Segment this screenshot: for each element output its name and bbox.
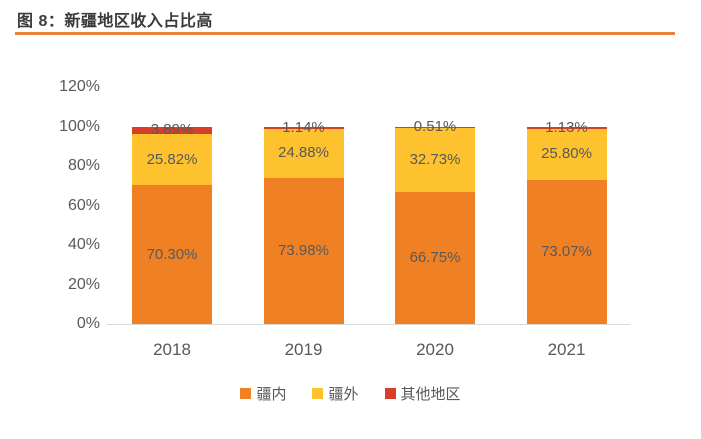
bar-2020-value-label-xinjiang-outside: 32.73% xyxy=(409,150,461,168)
legend-label-xinjiang-inside: 疆内 xyxy=(256,385,287,403)
bar-2018-value-label-other-regions: 3.89% xyxy=(150,121,194,139)
bar-2019-value-label-other-regions: 1.14% xyxy=(282,118,325,136)
bar-2019-value-label-xinjiang-outside: 24.88% xyxy=(278,144,329,162)
chart-legend: 疆内 疆外 其他地区 xyxy=(0,383,701,403)
bar-2018-value-label-xinjiang-inside: 70.30% xyxy=(146,245,198,263)
y-axis-tick-label: 120% xyxy=(59,78,100,96)
bar-2019-segment-other-regions xyxy=(263,126,344,129)
bar-2018-segment-other-regions xyxy=(132,126,212,135)
y-axis-tick-label: 0% xyxy=(76,315,100,332)
bar-2020-segment-other-regions xyxy=(395,126,475,128)
bar-2020-segment-xinjiang-inside xyxy=(395,192,475,324)
bar-2021-segment-xinjiang-outside xyxy=(526,128,607,180)
x-axis-label-2018: 2018 xyxy=(153,340,191,359)
bar-2019-segment-xinjiang-inside xyxy=(263,178,344,324)
figure-title: 图 8：新疆地区收入占比高 xyxy=(17,13,213,30)
legend-item-xinjiang-inside: 疆内 xyxy=(240,383,286,404)
legend-swatch-xinjiang-inside xyxy=(240,387,252,399)
bar-2020-value-label-xinjiang-inside: 66.75% xyxy=(409,249,461,267)
bar-2020-segment-xinjiang-outside xyxy=(395,127,475,193)
bar-2018-segment-xinjiang-inside xyxy=(132,185,212,324)
x-axis-label-2019: 2019 xyxy=(284,340,323,359)
legend-swatch-xinjiang-outside xyxy=(312,387,324,399)
bar-2020-value-label-other-regions: 0.51% xyxy=(413,118,457,136)
bar-2021-value-label-xinjiang-outside: 25.80% xyxy=(541,145,592,163)
bar-2018-value-label-xinjiang-outside: 25.82% xyxy=(146,150,198,168)
y-axis-tick-label: 40% xyxy=(67,236,100,254)
bar-2021-value-label-other-regions: 1.13% xyxy=(545,118,588,136)
bar-2018-segment-xinjiang-outside xyxy=(132,134,212,186)
x-axis-line xyxy=(107,324,630,325)
y-axis-tick-label: 20% xyxy=(67,275,100,293)
legend-label-xinjiang-outside: 疆外 xyxy=(328,385,359,403)
x-axis-label-2021: 2021 xyxy=(547,340,586,359)
y-axis-tick-label: 100% xyxy=(59,117,100,135)
bar-2021-value-label-xinjiang-inside: 73.07% xyxy=(541,242,592,260)
legend-label-other-regions: 其他地区 xyxy=(400,385,461,403)
bar-2021-segment-xinjiang-inside xyxy=(526,179,607,324)
bar-2019-segment-xinjiang-outside xyxy=(263,128,344,178)
x-axis-label-2020: 2020 xyxy=(416,340,454,359)
title-underline-rule xyxy=(15,32,675,35)
bar-2019-value-label-xinjiang-inside: 73.98% xyxy=(278,242,329,259)
legend-item-xinjiang-outside: 疆外 xyxy=(312,383,359,404)
bar-2021-segment-other-regions xyxy=(526,126,607,129)
legend-item-other-regions: 其他地区 xyxy=(384,383,461,404)
legend-swatch-other-regions xyxy=(384,387,396,399)
y-axis-tick-label: 60% xyxy=(67,196,100,214)
y-axis-tick-label: 80% xyxy=(67,157,100,175)
